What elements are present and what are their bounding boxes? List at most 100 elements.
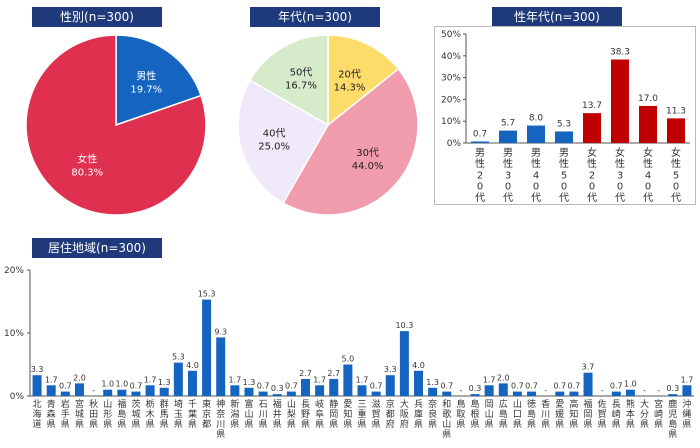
region-value-3: 2.0 — [73, 373, 86, 382]
region-bar-5 — [103, 389, 113, 396]
svg-text:性: 性 — [643, 157, 653, 170]
gender-slice-value-0: 19.7% — [130, 84, 162, 95]
region-bar-19 — [300, 378, 310, 396]
region-bar-34 — [512, 391, 522, 396]
svg-text:2: 2 — [477, 170, 483, 181]
region-category-33: 広島県 — [499, 398, 508, 430]
svg-text:県: 県 — [513, 419, 522, 430]
region-value-36: - — [544, 386, 547, 395]
svg-text:県: 県 — [428, 419, 437, 430]
region-bar-2 — [60, 391, 70, 396]
region-bar-10 — [173, 362, 183, 396]
region-bar-9 — [159, 387, 169, 396]
region-value-12: 15.3 — [198, 290, 216, 299]
svg-text:県: 県 — [230, 419, 239, 430]
region-value-17: 0.3 — [271, 384, 284, 393]
region-bar-11 — [187, 370, 197, 396]
svg-text:県: 県 — [569, 419, 578, 430]
svg-text:5: 5 — [561, 170, 567, 181]
svg-text:府: 府 — [386, 418, 395, 430]
svg-text:賀: 賀 — [598, 408, 607, 420]
region-value-7: 0.7 — [130, 382, 143, 391]
gender-age-value-3: 5.3 — [557, 119, 571, 129]
gender-age-value-7: 11.3 — [666, 106, 686, 116]
gender-slice-label-0: 男性 — [136, 69, 156, 82]
region-bar-18 — [286, 391, 296, 396]
svg-text:県: 県 — [188, 419, 197, 430]
svg-text:大: 大 — [400, 398, 409, 410]
svg-text:山: 山 — [485, 409, 494, 420]
svg-text:性: 性 — [587, 157, 597, 170]
region-bar-32 — [484, 385, 494, 396]
region-category-15: 富山県 — [244, 398, 253, 430]
gender-age-bar-0 — [471, 141, 489, 143]
gender-age-bar-chart: 0%10%20%30%40%50%0.7男性20代5.7男性30代8.0男性40… — [434, 26, 696, 205]
region-category-34: 山口県 — [513, 399, 522, 430]
region-bar-21 — [329, 378, 339, 396]
svg-text:県: 県 — [75, 419, 84, 430]
svg-text:茨: 茨 — [131, 398, 140, 410]
region-category-35: 徳島県 — [527, 398, 536, 430]
region-bar-6 — [117, 389, 127, 396]
svg-text:佐: 佐 — [598, 398, 607, 410]
svg-text:葉: 葉 — [188, 408, 197, 420]
region-value-42: 1.0 — [624, 380, 637, 389]
region-value-15: 1.3 — [243, 378, 256, 387]
gender-age-bar-1 — [499, 130, 517, 143]
region-category-5: 山形県 — [103, 399, 112, 430]
age-slice-1 — [282, 67, 419, 216]
region-category-6: 福島県 — [117, 398, 126, 430]
svg-text:熊: 熊 — [626, 398, 635, 410]
region-bar-37 — [555, 391, 565, 396]
svg-text:代: 代 — [671, 192, 681, 204]
region-category-39: 福岡県 — [584, 398, 593, 430]
svg-text:梨: 梨 — [287, 408, 296, 420]
region-bar-12 — [202, 299, 212, 396]
region-value-35: 0.7 — [525, 382, 538, 391]
region-value-19: 2.7 — [299, 369, 312, 378]
age-slice-2 — [237, 79, 330, 205]
svg-text:性: 性 — [503, 157, 513, 170]
svg-text:県: 県 — [584, 419, 593, 430]
svg-text:県: 県 — [541, 419, 550, 430]
svg-text:秋: 秋 — [89, 398, 98, 410]
svg-text:県: 県 — [315, 419, 324, 430]
region-bar-42 — [625, 389, 635, 396]
svg-text:形: 形 — [103, 408, 112, 420]
svg-text:代: 代 — [475, 192, 485, 204]
region-value-27: 4.0 — [412, 361, 425, 370]
svg-text:阜: 阜 — [315, 408, 324, 420]
region-bar-17 — [272, 394, 282, 396]
svg-text:県: 県 — [598, 419, 607, 430]
svg-text:栃: 栃 — [146, 398, 155, 410]
region-value-46: 1.7 — [681, 375, 694, 384]
svg-text:愛: 愛 — [555, 398, 564, 410]
region-category-24: 滋賀県 — [372, 398, 381, 430]
gender-age-value-6: 17.0 — [638, 94, 658, 104]
region-bar-39 — [583, 372, 593, 396]
svg-text:男: 男 — [559, 147, 569, 159]
svg-text:0: 0 — [477, 182, 483, 193]
svg-text:県: 県 — [174, 419, 183, 430]
svg-text:東: 東 — [202, 398, 211, 410]
region-value-4: - — [92, 386, 95, 395]
region-bar-1 — [46, 385, 56, 396]
svg-text:重: 重 — [357, 408, 366, 420]
svg-text:県: 県 — [456, 419, 465, 430]
region-value-33: 2.0 — [497, 373, 510, 382]
region-bar-23 — [357, 385, 367, 396]
svg-text:3: 3 — [617, 170, 623, 181]
svg-text:奈: 奈 — [428, 398, 437, 410]
gender-chart-title: 性別(n=300) — [32, 7, 162, 27]
region-value-23: 1.7 — [356, 375, 369, 384]
svg-text:媛: 媛 — [555, 408, 564, 420]
region-category-1: 青森県 — [47, 398, 56, 430]
svg-text:県: 県 — [372, 419, 381, 430]
region-category-11: 千葉県 — [188, 399, 197, 430]
svg-text:城: 城 — [75, 409, 84, 420]
region-category-10: 埼玉県 — [174, 398, 183, 430]
svg-text:男: 男 — [475, 147, 485, 159]
region-value-37: 0.7 — [553, 382, 566, 391]
